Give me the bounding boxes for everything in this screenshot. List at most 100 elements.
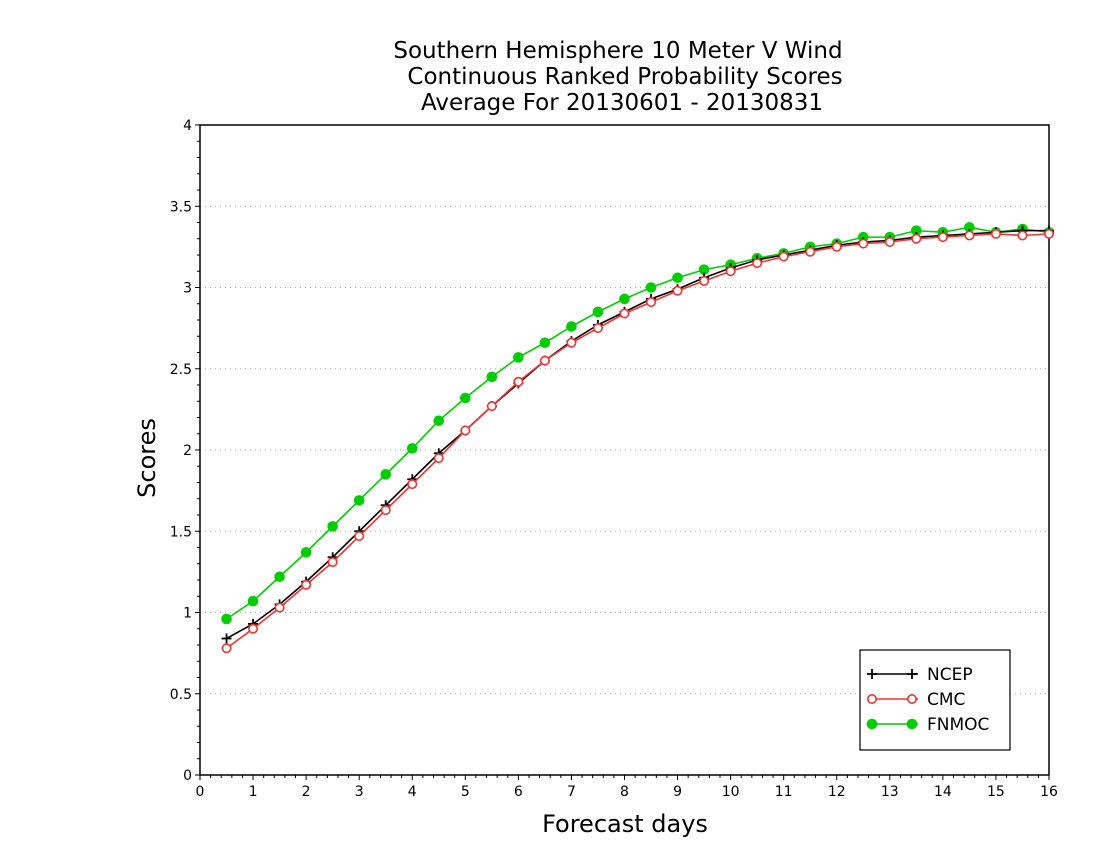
y-tick-label-0: 0 bbox=[183, 768, 192, 784]
legend: NCEP CMC FNMOC bbox=[859, 649, 1011, 751]
point-cmc-25 bbox=[884, 237, 895, 248]
y-tick-label-4: 2 bbox=[183, 443, 192, 459]
point-fnmoc-11 bbox=[513, 352, 524, 363]
point-fnmoc-8 bbox=[433, 415, 445, 427]
point-cmc-20 bbox=[752, 258, 763, 269]
point-cmc-16 bbox=[646, 297, 657, 308]
x-tick-label-8: 8 bbox=[620, 784, 629, 800]
point-cmc-4 bbox=[327, 557, 338, 568]
chart-title-line-1: Southern Hemisphere 10 Meter V Wind bbox=[393, 38, 842, 64]
point-cmc-29 bbox=[990, 228, 1001, 239]
x-tick-label-10: 10 bbox=[722, 784, 740, 800]
point-cmc-23 bbox=[831, 241, 842, 252]
x-tick-label-1: 1 bbox=[249, 784, 258, 800]
point-cmc-10 bbox=[486, 401, 497, 412]
point-cmc-18 bbox=[699, 275, 710, 286]
y-axis-label: Scores bbox=[133, 418, 161, 498]
point-fnmoc-13 bbox=[566, 321, 577, 332]
series-layer bbox=[221, 222, 1055, 654]
point-cmc-24 bbox=[858, 238, 869, 249]
legend-marker-left-fnmoc bbox=[866, 718, 878, 730]
series-line-ncep bbox=[226, 229, 1049, 640]
legend-label-cmc: CMC bbox=[927, 690, 965, 710]
point-cmc-12 bbox=[539, 355, 550, 366]
x-tick-label-13: 13 bbox=[881, 784, 899, 800]
x-tick-label-5: 5 bbox=[461, 784, 470, 800]
point-cmc-19 bbox=[725, 266, 736, 277]
y-tick-label-8: 4 bbox=[183, 118, 192, 134]
point-fnmoc-7 bbox=[406, 443, 418, 454]
point-cmc-8 bbox=[433, 453, 444, 464]
x-tick-label-15: 15 bbox=[987, 784, 1005, 800]
y-tick-label-2: 1 bbox=[183, 606, 192, 622]
point-cmc-28 bbox=[964, 230, 975, 241]
point-cmc-31 bbox=[1044, 228, 1055, 239]
legend-marker-left-cmc bbox=[866, 693, 877, 704]
series-fnmoc bbox=[221, 222, 1055, 625]
point-cmc-22 bbox=[805, 246, 816, 257]
point-cmc-27 bbox=[937, 232, 948, 243]
chart-title: Southern Hemisphere 10 Meter V Wind Cont… bbox=[393, 38, 842, 116]
y-tick-label-7: 3.5 bbox=[170, 199, 192, 215]
x-tick-label-12: 12 bbox=[828, 784, 846, 800]
point-fnmoc-3 bbox=[300, 547, 312, 558]
x-tick-label-7: 7 bbox=[567, 784, 576, 800]
point-cmc-13 bbox=[566, 337, 577, 348]
x-tick-label-6: 6 bbox=[514, 784, 523, 800]
x-tick-label-4: 4 bbox=[408, 784, 417, 800]
point-fnmoc-17 bbox=[672, 272, 683, 284]
point-fnmoc-5 bbox=[353, 495, 365, 506]
legend-box bbox=[859, 649, 1011, 751]
legend-marker-right-cmc bbox=[906, 693, 917, 704]
y-tick-label-5: 2.5 bbox=[170, 362, 192, 378]
point-cmc-21 bbox=[778, 251, 789, 262]
legend-marker-left-ncep bbox=[867, 669, 877, 679]
point-ncep-0 bbox=[221, 633, 232, 644]
x-tick-label-3: 3 bbox=[355, 784, 364, 800]
gridlines bbox=[200, 205, 1049, 695]
point-cmc-14 bbox=[592, 323, 603, 334]
point-fnmoc-15 bbox=[619, 293, 630, 305]
y-tick-label-1: 0.5 bbox=[170, 687, 192, 703]
x-axis-label: Forecast days bbox=[542, 810, 708, 838]
legend-label-ncep: NCEP bbox=[927, 665, 973, 685]
point-fnmoc-12 bbox=[539, 337, 551, 349]
point-fnmoc-10 bbox=[486, 371, 498, 383]
point-cmc-5 bbox=[354, 531, 365, 542]
point-cmc-1 bbox=[248, 623, 259, 634]
x-tick-label-2: 2 bbox=[302, 784, 311, 800]
x-tick-label-16: 16 bbox=[1040, 784, 1058, 800]
legend-item-ncep: NCEP bbox=[867, 665, 973, 685]
point-cmc-2 bbox=[274, 602, 285, 613]
axes: 00.511.522.533.540 1 2 3 4 5 6 7 8 9 10 11 12 13 14 15 1… bbox=[170, 118, 1058, 800]
point-cmc-6 bbox=[380, 505, 391, 516]
legend-marker-right-fnmoc bbox=[906, 718, 918, 730]
point-fnmoc-0 bbox=[221, 613, 232, 625]
legend-marker-right-ncep bbox=[907, 669, 917, 679]
point-cmc-11 bbox=[513, 376, 524, 387]
point-fnmoc-6 bbox=[380, 469, 392, 480]
point-fnmoc-14 bbox=[592, 306, 604, 318]
series-line-cmc bbox=[226, 233, 1050, 649]
x-tick-label-14: 14 bbox=[934, 784, 952, 800]
point-cmc-7 bbox=[407, 479, 418, 490]
point-cmc-0 bbox=[221, 643, 232, 654]
x-tick-label-11: 11 bbox=[775, 784, 793, 800]
legend-item-fnmoc: FNMOC bbox=[866, 715, 989, 735]
point-cmc-26 bbox=[911, 233, 922, 244]
point-fnmoc-9 bbox=[460, 392, 471, 404]
point-cmc-3 bbox=[301, 579, 312, 590]
point-cmc-30 bbox=[1017, 230, 1028, 241]
point-fnmoc-4 bbox=[327, 521, 338, 532]
point-cmc-15 bbox=[619, 308, 630, 319]
legend-label-fnmoc: FNMOC bbox=[927, 715, 989, 735]
series-cmc bbox=[221, 228, 1055, 654]
x-tick-label-0: 0 bbox=[196, 784, 205, 800]
legend-item-cmc: CMC bbox=[866, 690, 965, 710]
x-tick-label-9: 9 bbox=[673, 784, 682, 800]
chart-title-line-3: Average For 20130601 - 20130831 bbox=[421, 90, 823, 116]
point-fnmoc-1 bbox=[247, 595, 259, 607]
chart-title-line-2: Continuous Ranked Probability Scores bbox=[407, 64, 842, 90]
point-cmc-9 bbox=[460, 425, 471, 436]
